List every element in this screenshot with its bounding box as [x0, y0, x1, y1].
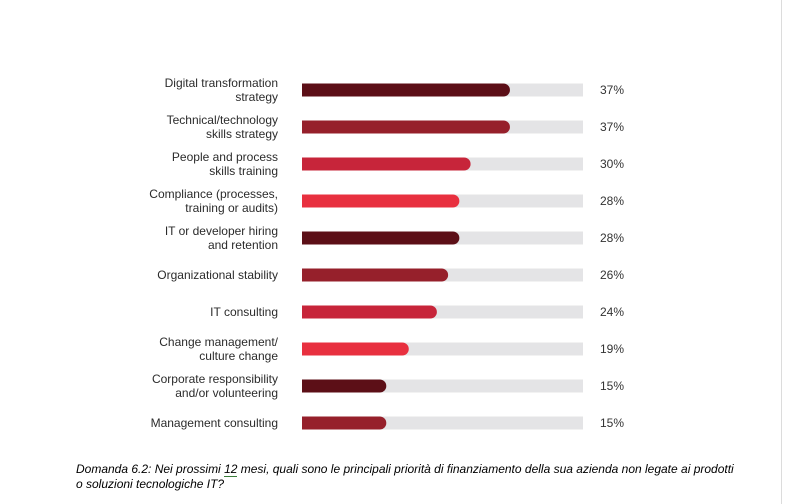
category-label: IT consulting	[210, 305, 278, 319]
value-label: 15%	[600, 379, 624, 393]
category-label: skills strategy	[206, 127, 278, 141]
value-label: 26%	[600, 268, 624, 282]
bar-left-cap	[302, 416, 310, 430]
category-label: IT or developer hiring	[165, 224, 278, 238]
bar	[302, 305, 437, 319]
bar-left-cap	[302, 342, 310, 356]
category-label: and retention	[208, 238, 278, 252]
value-label: 24%	[600, 305, 624, 319]
bar-left-cap	[302, 83, 310, 97]
chart-caption: Domanda 6.2: Nei prossimi 12 mesi, quali…	[76, 462, 736, 492]
bar-left-cap	[302, 120, 310, 134]
bar	[302, 379, 387, 393]
caption-text-after: mesi, quali sono le principali priorità …	[76, 462, 734, 491]
category-label: strategy	[235, 90, 278, 104]
bar	[302, 157, 471, 171]
category-label: Change management/	[159, 335, 278, 349]
category-label: People and process	[172, 150, 278, 164]
bar	[302, 194, 460, 208]
bar	[302, 416, 387, 430]
bar-left-cap	[302, 231, 310, 245]
category-label: Organizational stability	[157, 268, 278, 282]
value-label: 37%	[600, 83, 624, 97]
category-label: Management consulting	[151, 416, 278, 430]
value-label: 15%	[600, 416, 624, 430]
category-label: training or audits)	[185, 201, 278, 215]
bar	[302, 83, 510, 97]
bar	[302, 342, 409, 356]
value-label: 28%	[600, 231, 624, 245]
bar-left-cap	[302, 157, 310, 171]
bar-left-cap	[302, 268, 310, 282]
category-label: Compliance (processes,	[149, 187, 278, 201]
bar	[302, 231, 460, 245]
caption-number: 12	[224, 462, 238, 477]
category-label: Digital transformation	[165, 76, 278, 90]
category-label: and/or volunteering	[175, 386, 278, 400]
bar	[302, 268, 449, 282]
category-label: Corporate responsibility	[152, 372, 278, 386]
bar-left-cap	[302, 305, 310, 319]
category-label: Technical/technology	[167, 113, 278, 127]
bar-left-cap	[302, 379, 310, 393]
caption-text-before: Domanda 6.2: Nei prossimi	[76, 462, 225, 476]
value-label: 19%	[600, 342, 624, 356]
bar-left-cap	[302, 194, 310, 208]
value-label: 28%	[600, 194, 624, 208]
value-label: 30%	[600, 157, 624, 171]
category-label: skills training	[209, 164, 278, 178]
category-label: culture change	[199, 349, 278, 363]
value-label: 37%	[600, 120, 624, 134]
bar	[302, 120, 510, 134]
page-divider	[781, 0, 782, 504]
